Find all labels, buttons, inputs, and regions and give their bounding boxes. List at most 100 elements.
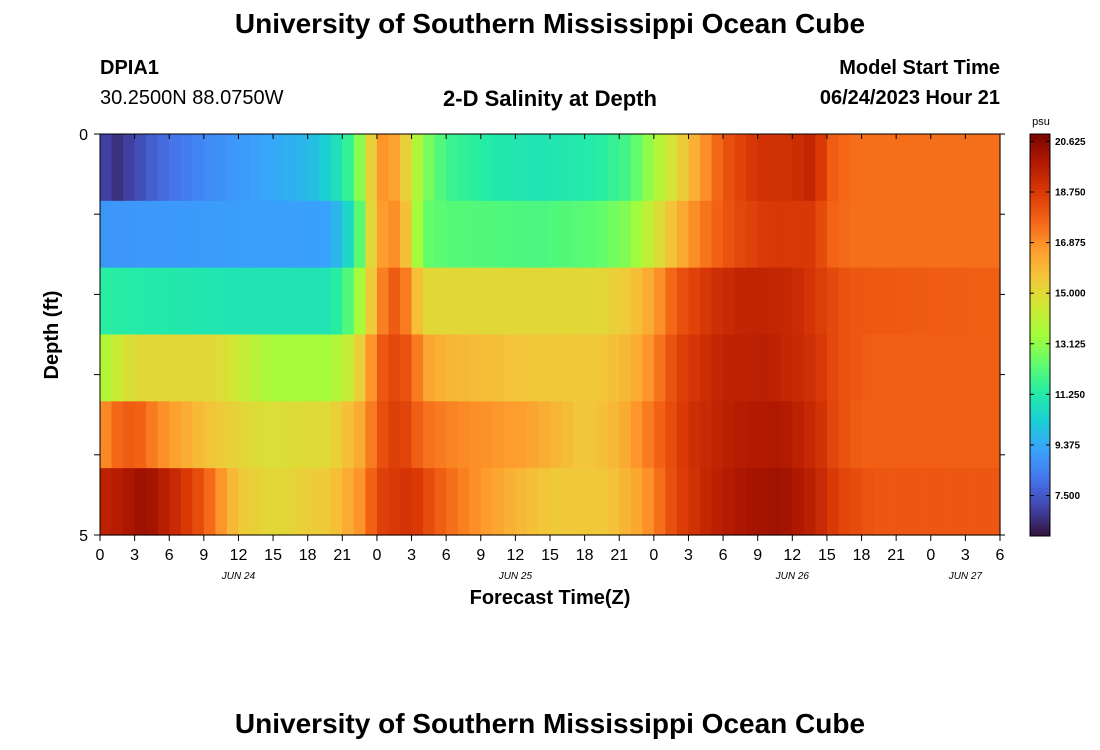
- x-tick-label: 9: [199, 547, 208, 564]
- heatmap-cell: [665, 200, 678, 269]
- heatmap-cell: [342, 401, 355, 469]
- heatmap-cell: [850, 200, 863, 269]
- heatmap-cell: [642, 468, 655, 536]
- heatmap-cell: [942, 401, 955, 469]
- heatmap-cell: [342, 334, 355, 402]
- heatmap-cell: [273, 401, 286, 469]
- heatmap-cell: [203, 334, 216, 402]
- heatmap-cell: [884, 267, 897, 336]
- heatmap-cell: [780, 401, 793, 469]
- heatmap-cell: [573, 334, 586, 402]
- heatmap-cell: [226, 401, 240, 469]
- heatmap-cell: [203, 134, 216, 202]
- heatmap-cell: [526, 134, 540, 202]
- heatmap-cell: [653, 334, 666, 402]
- heatmap-cell: [780, 134, 793, 202]
- heatmap-cell: [826, 401, 840, 469]
- heatmap-cell: [111, 334, 124, 402]
- heatmap-cell: [953, 200, 966, 269]
- heatmap-cell: [919, 468, 932, 536]
- heatmap-cell: [376, 267, 390, 336]
- heatmap-cell: [365, 200, 378, 269]
- heatmap-cell: [850, 267, 863, 336]
- heatmap-cell: [342, 200, 355, 269]
- heatmap-cell: [838, 200, 851, 269]
- heatmap-cell: [123, 200, 136, 269]
- heatmap-cell: [896, 468, 909, 536]
- heatmap-cell: [388, 334, 401, 402]
- heatmap-cell: [815, 200, 828, 269]
- model-start-label: Model Start Time: [839, 57, 1000, 79]
- heatmap-cell: [942, 267, 955, 336]
- heatmap-cell: [457, 468, 470, 536]
- heatmap-cell: [192, 134, 205, 202]
- heatmap-cell: [965, 334, 978, 402]
- x-axis-label: Forecast Time(Z): [470, 587, 631, 609]
- heatmap-cell: [642, 334, 655, 402]
- heatmap-cell: [596, 200, 609, 269]
- heatmap-cell: [561, 134, 574, 202]
- colorbar-unit: psu: [1032, 116, 1050, 128]
- heatmap-cell: [942, 334, 955, 402]
- heatmap-cell: [988, 468, 1001, 536]
- heatmap-cell: [388, 401, 401, 469]
- heatmap-cell: [711, 468, 724, 536]
- heatmap-cell: [919, 267, 932, 336]
- heatmap-cell: [573, 267, 586, 336]
- heatmap-cell: [503, 468, 516, 536]
- heatmap-cell: [850, 468, 863, 536]
- heatmap-cells: [100, 134, 1001, 536]
- heatmap-cell: [169, 468, 182, 536]
- heatmap-cell: [676, 401, 690, 469]
- heatmap-cell: [711, 334, 724, 402]
- heatmap-cell: [573, 468, 586, 536]
- heatmap-cell: [815, 468, 828, 536]
- x-tick-label: 9: [476, 547, 485, 564]
- heatmap-cell: [988, 267, 1001, 336]
- heatmap-cell: [711, 134, 724, 202]
- heatmap-cell: [711, 267, 724, 336]
- heatmap-cell: [688, 468, 701, 536]
- heatmap-cell: [480, 334, 493, 402]
- heatmap-cell: [100, 401, 113, 469]
- heatmap-cell: [930, 200, 943, 269]
- heatmap-cell: [238, 334, 251, 402]
- heatmap-cell: [884, 401, 897, 469]
- heatmap-cell: [642, 200, 655, 269]
- heatmap-cell: [665, 468, 678, 536]
- heatmap-cell: [307, 267, 320, 336]
- heatmap-cell: [330, 134, 343, 202]
- heatmap-cell: [930, 401, 943, 469]
- heatmap-cell: [896, 334, 909, 402]
- heatmap-cell: [538, 401, 551, 469]
- heatmap-cell: [169, 200, 182, 269]
- heatmap-cell: [884, 134, 897, 202]
- heatmap-cell: [469, 401, 482, 469]
- heatmap-cell: [723, 200, 736, 269]
- heatmap-cell: [723, 468, 736, 536]
- x-date-labels: JUN 24 JUN 25 JUN 26 JUN 27: [221, 571, 983, 582]
- heatmap-cell: [411, 468, 424, 536]
- heatmap-cell: [111, 200, 124, 269]
- station-coordinates: 30.2500N 88.0750W: [100, 87, 284, 109]
- heatmap-cell: [423, 334, 436, 402]
- heatmap-cell: [123, 401, 136, 469]
- heatmap-cell: [607, 267, 620, 336]
- heatmap-cell: [423, 200, 436, 269]
- colorbar-tick-label: 16.875: [1055, 238, 1086, 249]
- heatmap-cell: [100, 468, 113, 536]
- heatmap-cell: [446, 468, 459, 536]
- heatmap-cell: [515, 334, 528, 402]
- heatmap-cell: [307, 401, 320, 469]
- heatmap-cell: [180, 334, 193, 402]
- heatmap-cell: [653, 267, 666, 336]
- heatmap-cell: [226, 267, 240, 336]
- heatmap-cell: [803, 134, 816, 202]
- heatmap-cell: [596, 134, 609, 202]
- heatmap-cell: [400, 267, 413, 336]
- heatmap-cell: [907, 200, 920, 269]
- heatmap-cell: [169, 267, 182, 336]
- heatmap-cell: [100, 267, 113, 336]
- heatmap-cell: [284, 334, 297, 402]
- heatmap-cell: [134, 401, 147, 469]
